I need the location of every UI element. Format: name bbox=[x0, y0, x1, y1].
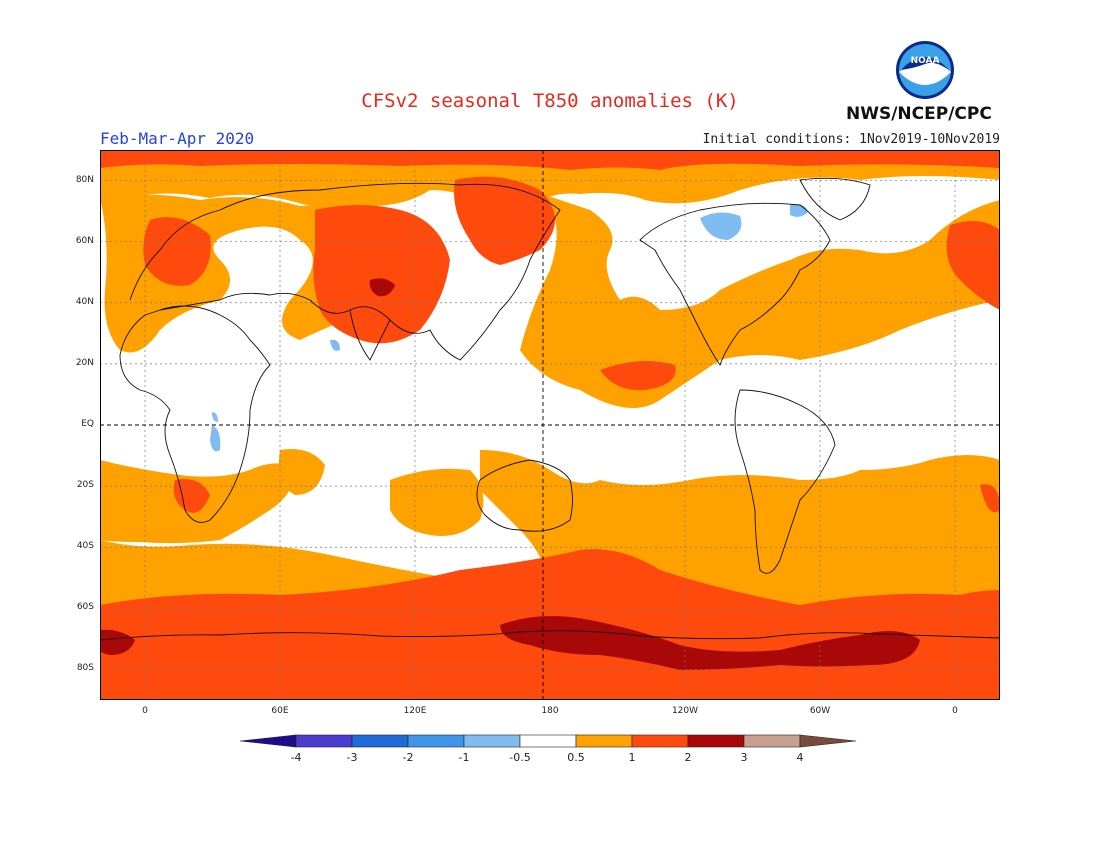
noaa-logo: NOAA bbox=[896, 41, 954, 99]
lon-label: 60E bbox=[271, 706, 289, 716]
colorbar-tick-label: 4 bbox=[796, 751, 804, 764]
map-frame bbox=[100, 150, 1000, 700]
colorbar-swatch bbox=[743, 734, 801, 748]
coastlines bbox=[100, 177, 1000, 641]
colorbar-tick-label: 0.5 bbox=[567, 751, 585, 764]
lat-label: 20S bbox=[76, 480, 94, 491]
colorbar-arrow-right bbox=[799, 734, 857, 748]
colorbar-tick-label: 3 bbox=[740, 751, 748, 764]
lon-label: 0 bbox=[952, 706, 958, 716]
lat-label: 80N bbox=[75, 174, 94, 185]
map-gridlines bbox=[100, 150, 1000, 700]
lat-label: 80S bbox=[76, 663, 94, 674]
colorbar-swatch bbox=[463, 734, 521, 748]
lat-label: 60N bbox=[75, 235, 94, 246]
lat-label: 40S bbox=[76, 541, 94, 552]
colorbar-tick-label: -4 bbox=[290, 751, 302, 764]
anomaly-level-neg1-neg0.5 bbox=[210, 204, 808, 452]
colorbar-swatch bbox=[575, 734, 633, 748]
colorbar-tick-label: -3 bbox=[346, 751, 358, 764]
colorbar-arrow-left bbox=[240, 734, 297, 748]
colorbar-swatch bbox=[407, 734, 465, 748]
colorbar-tick-label: 1 bbox=[628, 751, 636, 764]
colorbar-swatch bbox=[295, 734, 353, 748]
colorbar-swatch bbox=[351, 734, 409, 748]
colorbar-swatch bbox=[631, 734, 689, 748]
anomaly-map bbox=[100, 150, 1000, 700]
map-title: CFSv2 seasonal T850 anomalies (K) bbox=[361, 90, 739, 112]
agency-label: NWS/NCEP/CPC bbox=[846, 104, 992, 124]
lat-label: 20N bbox=[75, 357, 94, 368]
colorbar bbox=[240, 734, 857, 748]
forecast-period: Feb-Mar-Apr 2020 bbox=[100, 129, 255, 148]
lon-label: 60W bbox=[809, 706, 831, 716]
colorbar-tick-label: -0.5 bbox=[509, 751, 531, 764]
lat-label: EQ bbox=[81, 419, 94, 429]
colorbar-tick-label: -2 bbox=[402, 751, 414, 764]
lon-label: 180 bbox=[541, 706, 559, 716]
lon-label: 120W bbox=[671, 706, 699, 716]
lon-label: 0 bbox=[142, 706, 148, 716]
lat-label: 60S bbox=[76, 602, 94, 613]
colorbar-tick-label: 2 bbox=[684, 751, 692, 764]
lon-label: 120E bbox=[403, 706, 427, 716]
colorbar-swatch bbox=[519, 734, 577, 748]
colorbar-tick-label: -1 bbox=[458, 751, 470, 764]
lat-label: 40N bbox=[75, 296, 94, 307]
initial-conditions: Initial conditions: 1Nov2019-10Nov2019 bbox=[702, 132, 1000, 147]
map-canvas bbox=[100, 150, 1000, 700]
noaa-logo-text: NOAA bbox=[911, 56, 940, 66]
anomaly-level-2-3 bbox=[100, 278, 920, 670]
colorbar-swatch bbox=[687, 734, 745, 748]
